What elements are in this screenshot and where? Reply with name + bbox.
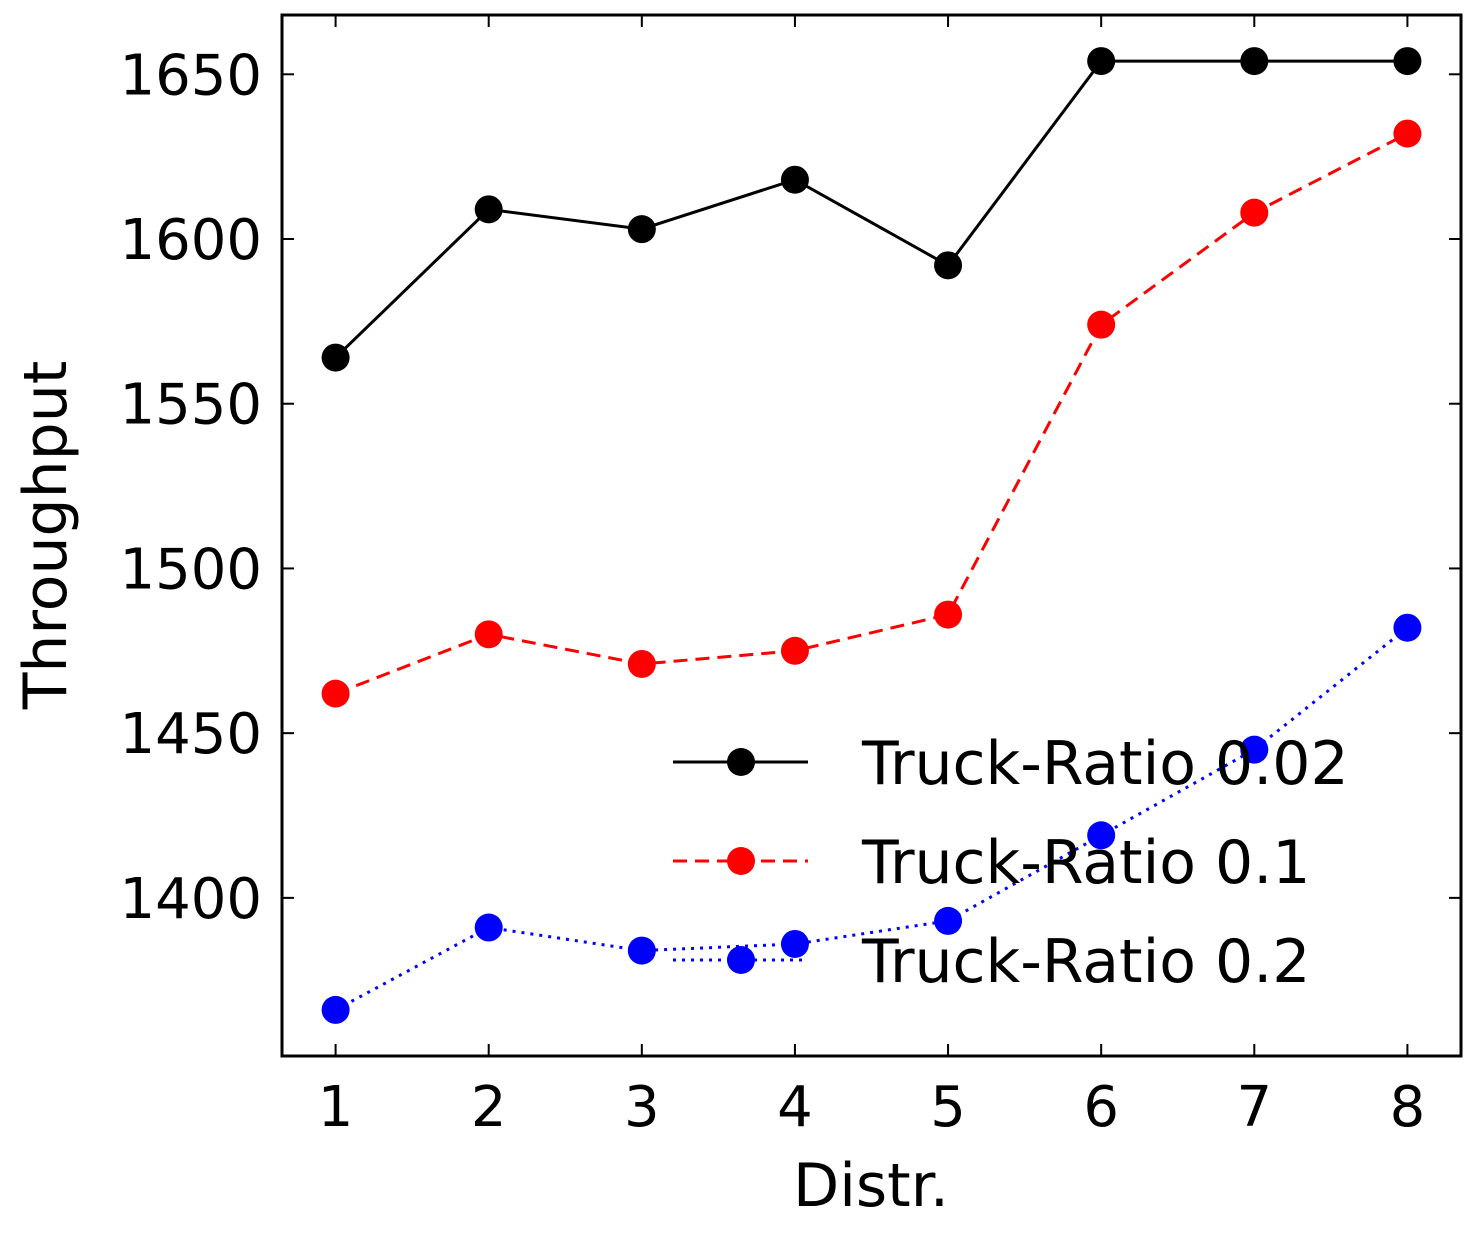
series-0-point-0 (321, 343, 350, 372)
series-2-point-6 (1240, 735, 1269, 764)
x-tick-label-3: 4 (777, 1075, 813, 1140)
axis-ticks (282, 15, 1461, 1056)
series-2-point-3 (780, 929, 809, 958)
legend-label-0: Truck-Ratio 0.02 (861, 729, 1349, 799)
legend-label-2: Truck-Ratio 0.2 (861, 927, 1310, 997)
series-line-0 (334, 59, 1408, 359)
series-2-point-5 (1087, 821, 1116, 850)
series-1-point-0 (321, 679, 350, 708)
legend-marker-1 (727, 847, 755, 875)
series-1-point-6 (1240, 198, 1269, 227)
series-1 (321, 119, 1422, 708)
y-tick-label-1: 1450 (119, 702, 262, 767)
series-0-point-4 (934, 251, 963, 280)
y-tick-label-2: 1500 (119, 537, 262, 602)
series-0-point-2 (627, 215, 656, 244)
series-1-point-4 (934, 600, 963, 629)
series-1-point-3 (780, 636, 809, 665)
x-axis-label: Distr. (793, 1151, 949, 1221)
y-tick-label-5: 1650 (119, 43, 262, 108)
legend-marker-2 (727, 946, 755, 974)
series-0-point-3 (780, 165, 809, 194)
series-line-1 (335, 132, 1409, 695)
y-tick-label-0: 1400 (119, 867, 262, 932)
x-tick-label-4: 5 (930, 1075, 966, 1140)
tick-labels: 1 2 3 4 5 6 7 8 1400 1450 1500 1550 1600 1650 (119, 43, 1425, 1140)
legend: Truck-Ratio 0.02 Truck-Ratio 0.1 Truck-Rat… (673, 729, 1349, 997)
legend-marker-0 (727, 748, 755, 776)
series-0-point-5 (1087, 47, 1116, 76)
series-2-point-2 (627, 936, 656, 965)
y-axis-label: Throughput (11, 361, 81, 711)
series-0 (321, 47, 1422, 372)
x-tick-label-6: 7 (1236, 1075, 1272, 1140)
series-0-point-6 (1240, 47, 1269, 76)
series-0-point-7 (1393, 47, 1422, 76)
series-1-point-7 (1393, 119, 1422, 148)
series-2-point-0 (321, 995, 350, 1024)
series-2-point-1 (474, 913, 503, 942)
series-2-point-4 (934, 906, 963, 935)
plot-frame (280, 13, 1463, 1058)
legend-label-1: Truck-Ratio 0.1 (861, 828, 1310, 898)
x-tick-label-1: 2 (471, 1075, 507, 1140)
x-tick-label-2: 3 (624, 1075, 660, 1140)
x-tick-label-7: 8 (1390, 1075, 1426, 1140)
y-tick-label-4: 1600 (119, 208, 262, 273)
series-group (321, 47, 1422, 1024)
series-1-point-2 (627, 649, 656, 678)
series-1-point-1 (474, 620, 503, 649)
series-1-point-5 (1087, 310, 1116, 339)
x-tick-label-0: 1 (318, 1075, 354, 1140)
series-2-point-7 (1393, 613, 1422, 642)
x-tick-label-5: 6 (1083, 1075, 1119, 1140)
y-tick-label-3: 1550 (119, 373, 262, 438)
series-line-2 (334, 626, 1409, 1012)
series-0-point-1 (474, 195, 503, 224)
series-2 (321, 613, 1422, 1024)
